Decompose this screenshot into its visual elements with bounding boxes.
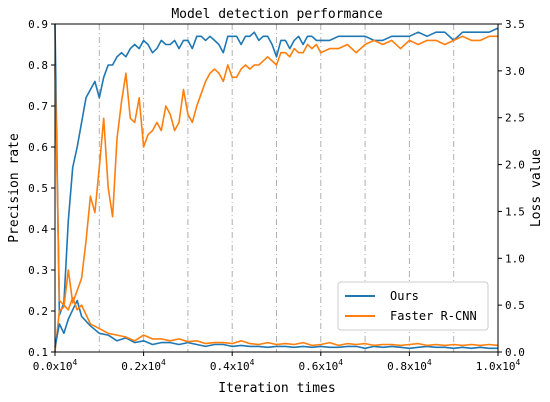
x-tick-label: 1.0x104 bbox=[476, 358, 521, 373]
y-left-tick-label: 0.3 bbox=[28, 264, 48, 277]
chart-title: Model detection performance bbox=[171, 7, 382, 22]
y-right-tick-label: 1.0 bbox=[505, 252, 525, 265]
series-line-faster-r-cnn bbox=[54, 35, 498, 353]
legend-label-faster-rcnn: Faster R-CNN bbox=[390, 309, 477, 323]
y-left-tick-label: 0.4 bbox=[28, 223, 48, 236]
x-tick-label: 0.8x104 bbox=[387, 358, 432, 373]
y-left-tick-label: 0.7 bbox=[28, 100, 48, 113]
x-tick-label: 0.6x104 bbox=[299, 358, 344, 373]
legend-box bbox=[337, 281, 489, 331]
y-left-tick-label: 0.1 bbox=[28, 346, 48, 359]
y-right-tick-label: 0.5 bbox=[505, 299, 525, 312]
x-axis: 0.0x104 0.2x104 0.4x104 0.6x104 0.8x104 1.0x1… bbox=[33, 352, 521, 373]
series-layer bbox=[54, 23, 499, 353]
legend: Ours Faster R-CNN bbox=[337, 281, 489, 331]
y-left-tick-label: 0.5 bbox=[28, 182, 48, 195]
y-right-tick-label: 3.0 bbox=[505, 65, 525, 78]
series-line-ours-loss bbox=[54, 299, 498, 350]
y-axis-right-title: Loss value bbox=[529, 149, 544, 227]
y-right-tick-label: 3.5 bbox=[505, 18, 525, 31]
y-axis-left-title: Precision rate bbox=[7, 133, 22, 243]
y-right-tick-label: 2.5 bbox=[505, 112, 525, 125]
y-right-tick-label: 1.5 bbox=[505, 205, 525, 218]
y-left-tick-label: 0.6 bbox=[28, 141, 48, 154]
y-right-tick-label: 2.0 bbox=[505, 159, 525, 172]
y-axis-left: 0.1 0.2 0.3 0.4 0.5 0.6 0.7 0.8 0.9 bbox=[28, 18, 55, 359]
x-tick-label: 0.0x104 bbox=[33, 358, 78, 373]
x-tick-label: 0.2x104 bbox=[121, 358, 166, 373]
y-left-tick-label: 0.9 bbox=[28, 18, 48, 31]
x-tick-label: 0.4x104 bbox=[210, 358, 255, 373]
y-axis-right: 0.0 0.5 1.0 1.5 2.0 2.5 3.0 3.5 bbox=[498, 18, 525, 359]
y-left-tick-label: 0.2 bbox=[28, 305, 48, 318]
x-axis-title: Iteration times bbox=[218, 381, 335, 396]
series-line-faster-r-cnn-loss bbox=[54, 66, 499, 347]
y-left-tick-label: 0.8 bbox=[28, 59, 48, 72]
series-line-ours bbox=[54, 23, 499, 316]
y-right-tick-label: 0.0 bbox=[505, 346, 525, 359]
legend-label-ours: Ours bbox=[390, 289, 419, 303]
